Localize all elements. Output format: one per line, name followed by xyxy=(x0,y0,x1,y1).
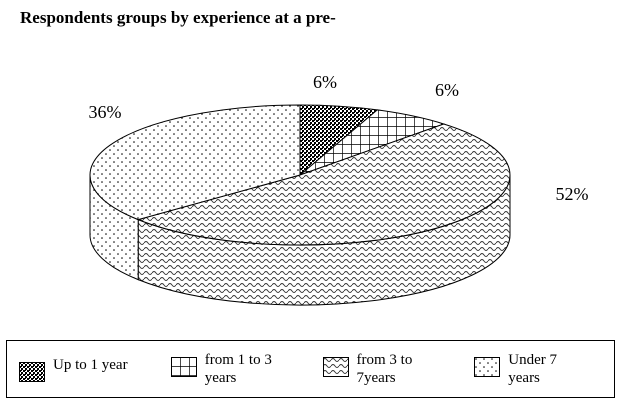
legend-swatch xyxy=(474,357,501,377)
legend-swatch-rect xyxy=(322,357,349,377)
legend-swatch xyxy=(322,357,349,377)
legend-item: Under 7 years xyxy=(462,351,614,387)
data-label: 36% xyxy=(89,102,122,122)
legend-swatch-rect xyxy=(474,357,501,377)
legend-label: Up to 1 year xyxy=(53,357,128,373)
legend-item: Up to 1 year xyxy=(7,356,159,382)
chart: 6% 6% 52% 36% xyxy=(89,72,589,306)
data-label: 6% xyxy=(435,80,459,100)
legend-label: from 3 to 7years xyxy=(356,352,413,386)
data-label: 52% xyxy=(556,184,589,204)
legend-item: from 3 to 7years xyxy=(311,351,463,387)
legend-item: from 1 to 3 years xyxy=(159,351,311,387)
legend-swatch-rect xyxy=(170,357,197,377)
legend-label: Under 7 years xyxy=(508,352,557,386)
chart-title: Respondents groups by experience at a pr… xyxy=(20,8,336,27)
legend-swatch-rect xyxy=(19,362,45,382)
data-label: 6% xyxy=(313,72,337,92)
legend-label: from 1 to 3 years xyxy=(204,352,272,386)
slice xyxy=(136,123,511,246)
legend: Up to 1 year from 1 to 3 years from 3 to… xyxy=(6,340,615,398)
legend-swatch xyxy=(170,357,197,377)
slice xyxy=(89,104,301,221)
legend-swatch xyxy=(19,362,45,382)
